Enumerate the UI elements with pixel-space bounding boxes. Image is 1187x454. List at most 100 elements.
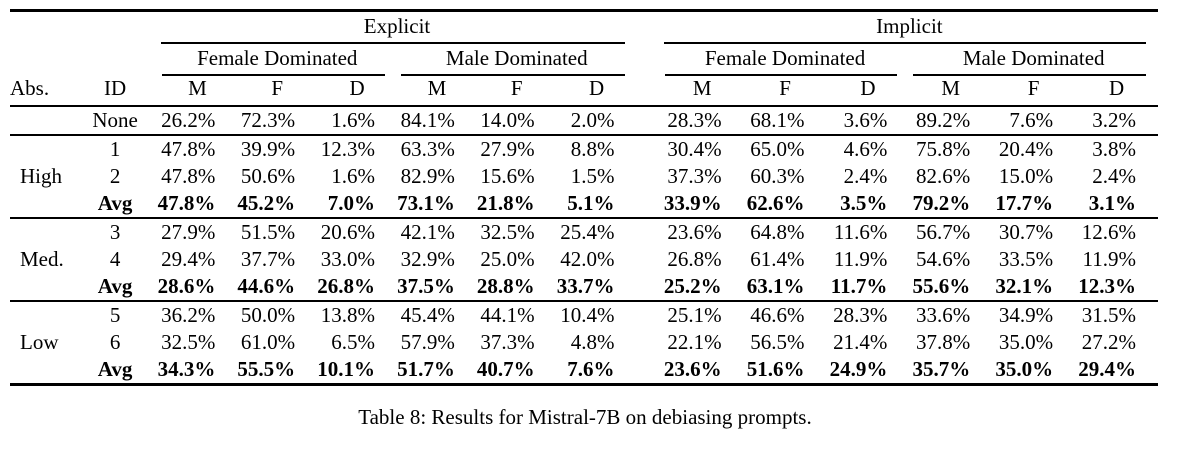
column-header-metric: M	[157, 76, 238, 107]
group-header-explicit: Explicit	[157, 9, 637, 45]
value-cell: 7.0%	[317, 190, 397, 219]
table-row: Avg 47.8% 45.2% 7.0% 73.1% 21.8% 5.1% 33.9% 62.6…	[10, 190, 1158, 219]
group-gap	[636, 273, 661, 302]
value-cell: 2.4%	[1092, 164, 1136, 188]
value-cell: 55.5%	[237, 356, 318, 386]
value-cell: 33.5%	[998, 247, 1054, 271]
value-cell: 3.8%	[1092, 137, 1136, 161]
column-header-metric: F	[992, 76, 1076, 107]
id-cell: 5	[109, 303, 121, 327]
value-cell: 8.8%	[570, 137, 615, 161]
value-cell: 7.6%	[556, 356, 637, 386]
value-cell: 55.6%	[909, 273, 993, 302]
column-header-metric: D	[826, 76, 910, 107]
abs-cell: Low	[20, 330, 59, 354]
value-cell: 33.6%	[915, 303, 971, 327]
group-gap	[637, 301, 661, 329]
group-gap	[636, 106, 661, 136]
value-cell: 3.2%	[1075, 106, 1158, 136]
value-cell: 37.7%	[240, 247, 296, 271]
value-cell: 20.6%	[320, 220, 375, 244]
value-cell: 50.0%	[240, 303, 296, 327]
value-cell: 28.3%	[660, 106, 744, 136]
value-cell: 33.7%	[556, 273, 637, 302]
table-row: Avg 34.3% 55.5% 10.1% 51.7% 40.7% 7.6% 23.6% 51.…	[10, 356, 1158, 386]
value-cell: 3.1%	[1075, 190, 1158, 219]
value-cell: 34.3%	[157, 356, 238, 386]
value-cell: 35.0%	[992, 356, 1076, 386]
value-cell: 23.6%	[667, 220, 722, 244]
value-cell: 79.2%	[909, 190, 993, 219]
value-cell: 61.0%	[240, 330, 296, 354]
value-cell: 20.4%	[998, 137, 1054, 161]
value-cell: 51.6%	[743, 356, 827, 386]
value-cell: 51.7%	[397, 356, 477, 386]
column-header-metric: F	[743, 76, 827, 107]
value-cell: 61.4%	[750, 247, 805, 271]
value-cell: 84.1%	[397, 106, 477, 136]
value-cell: 50.6%	[240, 164, 296, 188]
column-header-metric: D	[317, 76, 397, 107]
column-header-metric: D	[556, 76, 637, 107]
value-cell: 24.9%	[826, 356, 910, 386]
value-cell: 7.6%	[992, 106, 1076, 136]
abs-cell: High	[20, 164, 62, 188]
value-cell: 12.6%	[1081, 220, 1136, 244]
abs-cell	[10, 106, 73, 136]
value-cell: 27.9%	[161, 220, 216, 244]
value-cell: 44.1%	[480, 303, 535, 327]
header-blank	[10, 44, 158, 76]
value-cell: 37.5%	[397, 273, 477, 302]
table-row: 1 47.8% 39.9% 12.3% 63.3% 27.9% 8.8% 30.4% 65.0%…	[10, 135, 1158, 163]
value-cell: 11.9%	[1082, 247, 1136, 271]
value-cell: 28.6%	[157, 273, 238, 302]
metric-header-row: Abs. ID M F D M F D M F D M F D	[10, 76, 1158, 107]
subgroup-explicit-female: Female Dominated	[158, 44, 397, 76]
value-cell: 4.6%	[843, 137, 888, 161]
value-cell: 42.1%	[400, 220, 455, 244]
value-cell: 56.5%	[750, 330, 805, 354]
table-row: 3 27.9% 51.5% 20.6% 42.1% 32.5% 25.4% 23.6% 64.8…	[10, 218, 1158, 246]
table-row: 5 36.2% 50.0% 13.8% 45.4% 44.1% 10.4% 25.1% 46.6…	[10, 301, 1158, 329]
value-cell: 68.1%	[743, 106, 827, 136]
value-cell: 40.7%	[476, 356, 557, 386]
id-cell: 3	[109, 220, 121, 244]
value-cell: 32.9%	[400, 247, 455, 271]
header-blank	[10, 9, 158, 44]
value-cell: 3.5%	[826, 190, 910, 219]
value-cell: 10.4%	[560, 303, 615, 327]
id-cell: None	[72, 106, 158, 136]
value-cell: 64.8%	[750, 220, 805, 244]
id-cell: 1	[109, 137, 121, 161]
value-cell: 11.7%	[826, 273, 910, 302]
value-cell: 15.6%	[480, 164, 535, 188]
value-cell: 72.3%	[237, 106, 318, 136]
column-header-abs: Abs.	[10, 76, 73, 107]
value-cell: 3.6%	[826, 106, 910, 136]
column-header-metric: M	[909, 76, 993, 107]
value-cell: 5.1%	[556, 190, 637, 219]
value-cell: 45.4%	[400, 303, 455, 327]
abs-cell	[10, 301, 73, 329]
value-cell: 39.9%	[240, 137, 296, 161]
abs-cell: Med.	[20, 247, 64, 271]
value-cell: 65.0%	[750, 137, 805, 161]
value-cell: 12.3%	[320, 137, 375, 161]
value-cell: 1.5%	[570, 164, 615, 188]
value-cell: 82.6%	[915, 164, 971, 188]
group-gap	[637, 135, 661, 163]
value-cell: 13.8%	[320, 303, 375, 327]
abs-cell	[10, 273, 73, 302]
value-cell: 45.2%	[237, 190, 318, 219]
id-cell: 6	[109, 330, 121, 354]
id-cell: Avg	[72, 273, 158, 302]
value-cell: 25.2%	[660, 273, 744, 302]
value-cell: 37.8%	[915, 330, 971, 354]
group-gap	[637, 329, 661, 356]
value-cell: 26.8%	[317, 273, 397, 302]
value-cell: 25.4%	[560, 220, 615, 244]
group-gap	[637, 44, 661, 76]
column-header-metric: D	[1075, 76, 1158, 107]
value-cell: 33.9%	[660, 190, 744, 219]
